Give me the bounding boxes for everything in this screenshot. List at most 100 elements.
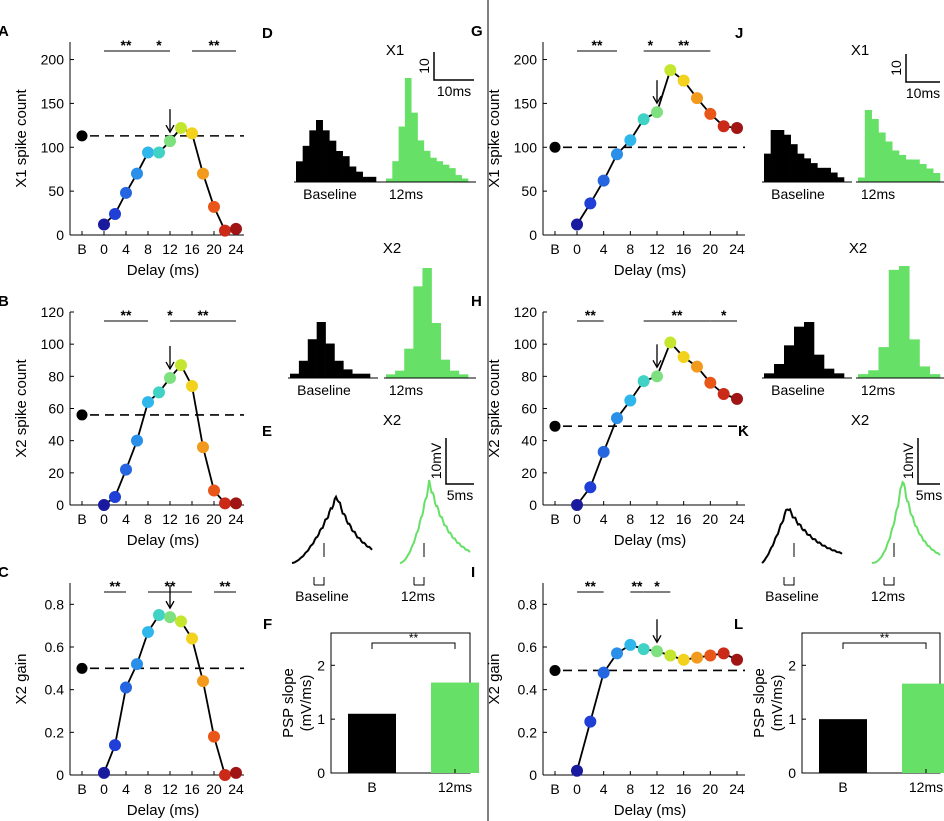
y-tick-label: 80 xyxy=(48,368,64,384)
y-tick-label: 0 xyxy=(529,767,537,783)
x-tick-label: 16 xyxy=(184,511,200,527)
data-point xyxy=(651,106,663,119)
stim-window-bracket xyxy=(883,577,895,586)
histogram-bar xyxy=(386,374,396,378)
x-tick-label: 4 xyxy=(122,241,130,257)
x-tick-label: 12ms xyxy=(438,779,472,795)
data-point xyxy=(142,396,154,409)
x-tick-label: 16 xyxy=(184,781,200,797)
data-point xyxy=(624,638,637,651)
data-point xyxy=(664,64,677,77)
data-point xyxy=(230,497,242,510)
data-point xyxy=(651,645,663,658)
histogram-bar xyxy=(343,369,353,378)
data-point xyxy=(164,611,176,624)
histogram-bar xyxy=(349,166,357,182)
data-point xyxy=(731,653,743,666)
y-tick-label: 0.6 xyxy=(45,639,65,655)
x-axis-label: Delay (ms) xyxy=(127,262,200,279)
trace-label: 12ms xyxy=(871,588,905,604)
panel-letter: L xyxy=(734,616,743,633)
data-point xyxy=(731,121,743,134)
significance-marker: * xyxy=(167,307,173,323)
significance-marker: ** xyxy=(121,37,132,53)
panel-letter: E xyxy=(262,423,272,440)
histogram-bar xyxy=(290,373,300,378)
data-point xyxy=(704,107,717,120)
series-line xyxy=(576,643,738,771)
x-tick-label: 12 xyxy=(649,781,665,797)
y-axis-label: PSP slope xyxy=(280,668,297,738)
histogram-bar xyxy=(342,156,350,182)
psp-trace xyxy=(871,480,941,564)
significance-marker: ** xyxy=(592,37,603,53)
histogram-bar xyxy=(458,374,469,378)
y-tick-label: 0.6 xyxy=(518,639,538,655)
histogram-bar xyxy=(784,345,795,378)
histogram-bar xyxy=(369,176,377,182)
scale-bar-vertical-label: 10 xyxy=(416,58,432,74)
histogram-label: 12ms xyxy=(861,382,895,398)
data-point xyxy=(717,647,730,660)
x-tick-label: 4 xyxy=(600,781,608,797)
y-axis-label: X2 spike count xyxy=(486,358,503,457)
y-axis-label-units: (mV/ms) xyxy=(298,675,315,732)
data-point xyxy=(142,146,154,159)
y-tick-label: 1 xyxy=(317,711,325,727)
baseline-point xyxy=(549,420,561,432)
y-tick-label: 50 xyxy=(521,183,537,199)
significance-marker: ** xyxy=(110,578,121,594)
histogram-bar xyxy=(449,370,460,378)
data-point xyxy=(664,649,677,662)
x-tick-label: 20 xyxy=(206,241,222,257)
y-tick-label: 50 xyxy=(48,183,64,199)
x-tick-label: 16 xyxy=(676,781,692,797)
data-point xyxy=(98,499,110,511)
histogram-bar xyxy=(361,373,371,378)
x-tick-label: 12 xyxy=(162,511,178,527)
data-point xyxy=(186,632,198,645)
histogram-bar xyxy=(834,373,845,378)
data-point xyxy=(153,386,165,399)
histogram-bar xyxy=(790,144,798,182)
x-tick-label: 8 xyxy=(626,241,634,257)
x-tick-label: 8 xyxy=(626,511,634,527)
baseline-point xyxy=(549,664,561,676)
histogram-bar xyxy=(804,158,811,182)
y-axis-label: X2 gain xyxy=(486,654,503,705)
histogram-bar xyxy=(461,178,469,182)
scale-bar xyxy=(433,52,474,81)
histogram-bar xyxy=(413,286,423,378)
y-tick-label: 0 xyxy=(788,765,796,781)
data-point xyxy=(611,148,623,161)
histogram-bar xyxy=(770,130,778,182)
histogram-bar xyxy=(868,370,879,378)
data-point xyxy=(109,490,121,503)
y-tick-label: 200 xyxy=(41,52,65,68)
significance-bracket xyxy=(842,642,927,649)
y-tick-label: 100 xyxy=(514,139,538,155)
x-axis-label: Delay (ms) xyxy=(127,532,200,549)
histogram-bar xyxy=(362,176,370,182)
scale-bar-horizontal-label: 5ms xyxy=(447,487,473,503)
baseline-point xyxy=(76,662,88,674)
arrow-head-icon xyxy=(165,361,175,371)
histogram-bar xyxy=(878,347,890,378)
significance-marker: ** xyxy=(672,307,683,323)
panel-title: X2 xyxy=(383,240,401,257)
histogram-bar xyxy=(830,172,838,182)
y-tick-label: 150 xyxy=(514,95,538,111)
significance-marker: ** xyxy=(585,307,596,323)
histogram-bar xyxy=(794,326,805,378)
x-tick-label: 0 xyxy=(573,781,581,797)
y-axis-label: X2 spike count xyxy=(13,358,30,457)
data-point xyxy=(142,626,154,639)
y-tick-label: 200 xyxy=(514,52,538,68)
x-tick-label: B xyxy=(550,781,559,797)
arrow-head-icon xyxy=(652,360,662,369)
panel-letter: K xyxy=(738,423,749,440)
data-point xyxy=(571,218,583,231)
x-tick-label: 12 xyxy=(649,511,665,527)
x-tick-label: 20 xyxy=(206,781,222,797)
